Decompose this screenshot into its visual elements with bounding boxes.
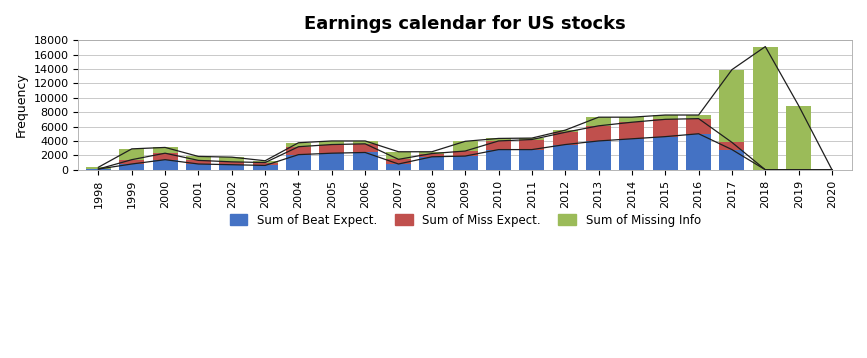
Bar bbox=[153, 147, 178, 153]
Bar bbox=[686, 134, 711, 170]
Bar bbox=[286, 143, 311, 147]
Bar bbox=[686, 118, 711, 134]
Bar bbox=[153, 153, 178, 160]
Bar bbox=[653, 115, 678, 119]
Bar bbox=[420, 154, 445, 157]
Bar bbox=[619, 117, 644, 122]
Legend: Sum of Beat Expect., Sum of Miss Expect., Sum of Missing Info: Sum of Beat Expect., Sum of Miss Expect.… bbox=[225, 209, 706, 231]
Bar bbox=[753, 47, 778, 170]
Bar bbox=[453, 151, 478, 156]
Bar bbox=[420, 157, 445, 170]
Bar bbox=[519, 138, 544, 140]
Bar bbox=[720, 150, 745, 170]
Bar bbox=[252, 165, 277, 170]
Bar bbox=[219, 162, 244, 165]
Bar bbox=[486, 141, 511, 150]
Bar bbox=[120, 164, 144, 170]
Bar bbox=[653, 119, 678, 137]
Bar bbox=[619, 122, 644, 139]
Bar bbox=[353, 141, 378, 144]
Bar bbox=[219, 165, 244, 170]
Bar bbox=[486, 150, 511, 170]
Bar bbox=[619, 139, 644, 170]
Bar bbox=[186, 160, 211, 164]
Bar bbox=[786, 106, 812, 170]
Bar bbox=[319, 141, 344, 145]
Bar bbox=[286, 147, 311, 155]
Bar bbox=[319, 145, 344, 153]
Bar bbox=[86, 169, 111, 170]
Title: Earnings calendar for US stocks: Earnings calendar for US stocks bbox=[304, 15, 626, 33]
Bar bbox=[319, 153, 344, 170]
Bar bbox=[386, 164, 411, 170]
Bar bbox=[453, 141, 478, 151]
Bar bbox=[519, 150, 544, 170]
Bar bbox=[686, 115, 711, 118]
Bar bbox=[219, 157, 244, 162]
Bar bbox=[120, 149, 144, 160]
Bar bbox=[653, 137, 678, 170]
Bar bbox=[553, 145, 577, 170]
Bar bbox=[286, 155, 311, 170]
Bar bbox=[553, 130, 577, 132]
Bar bbox=[252, 161, 277, 163]
Bar bbox=[586, 141, 611, 170]
Bar bbox=[486, 139, 511, 141]
Bar bbox=[553, 132, 577, 145]
Y-axis label: Frequency: Frequency bbox=[15, 73, 28, 137]
Bar bbox=[720, 142, 745, 150]
Bar bbox=[720, 70, 745, 142]
Bar bbox=[153, 160, 178, 170]
Bar bbox=[586, 126, 611, 141]
Bar bbox=[519, 140, 544, 150]
Bar bbox=[586, 117, 611, 126]
Bar bbox=[353, 144, 378, 153]
Bar bbox=[86, 167, 111, 169]
Bar bbox=[386, 152, 411, 159]
Bar bbox=[120, 160, 144, 164]
Bar bbox=[453, 156, 478, 170]
Bar bbox=[353, 153, 378, 170]
Bar bbox=[186, 164, 211, 170]
Bar bbox=[252, 163, 277, 165]
Bar bbox=[186, 156, 211, 160]
Bar bbox=[386, 159, 411, 164]
Bar bbox=[420, 152, 445, 154]
